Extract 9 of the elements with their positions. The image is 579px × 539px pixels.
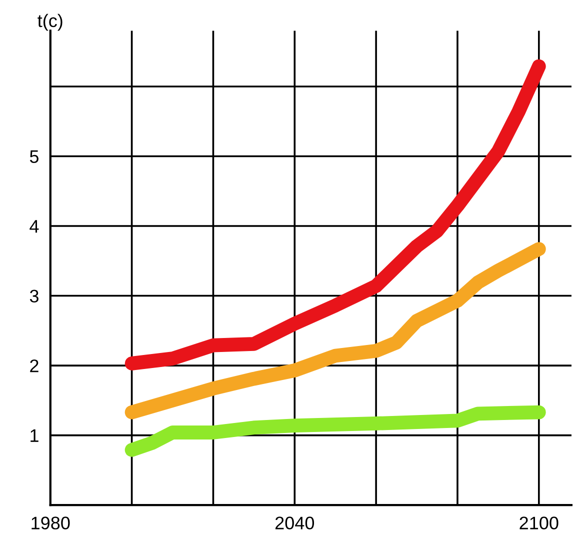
y-tick-label: 5 <box>30 150 39 163</box>
y-tick-label: 2 <box>30 359 38 372</box>
y-tick-label: 1 <box>30 429 38 442</box>
y-tick-label: 3 <box>30 290 38 303</box>
y-tick-label: 4 <box>30 220 39 233</box>
x-tick-label: 2040 <box>275 516 314 530</box>
y-axis-title: t(c) <box>38 14 62 31</box>
x-tick-label: 2100 <box>520 516 558 530</box>
x-tick-label: 1980 <box>32 516 70 530</box>
